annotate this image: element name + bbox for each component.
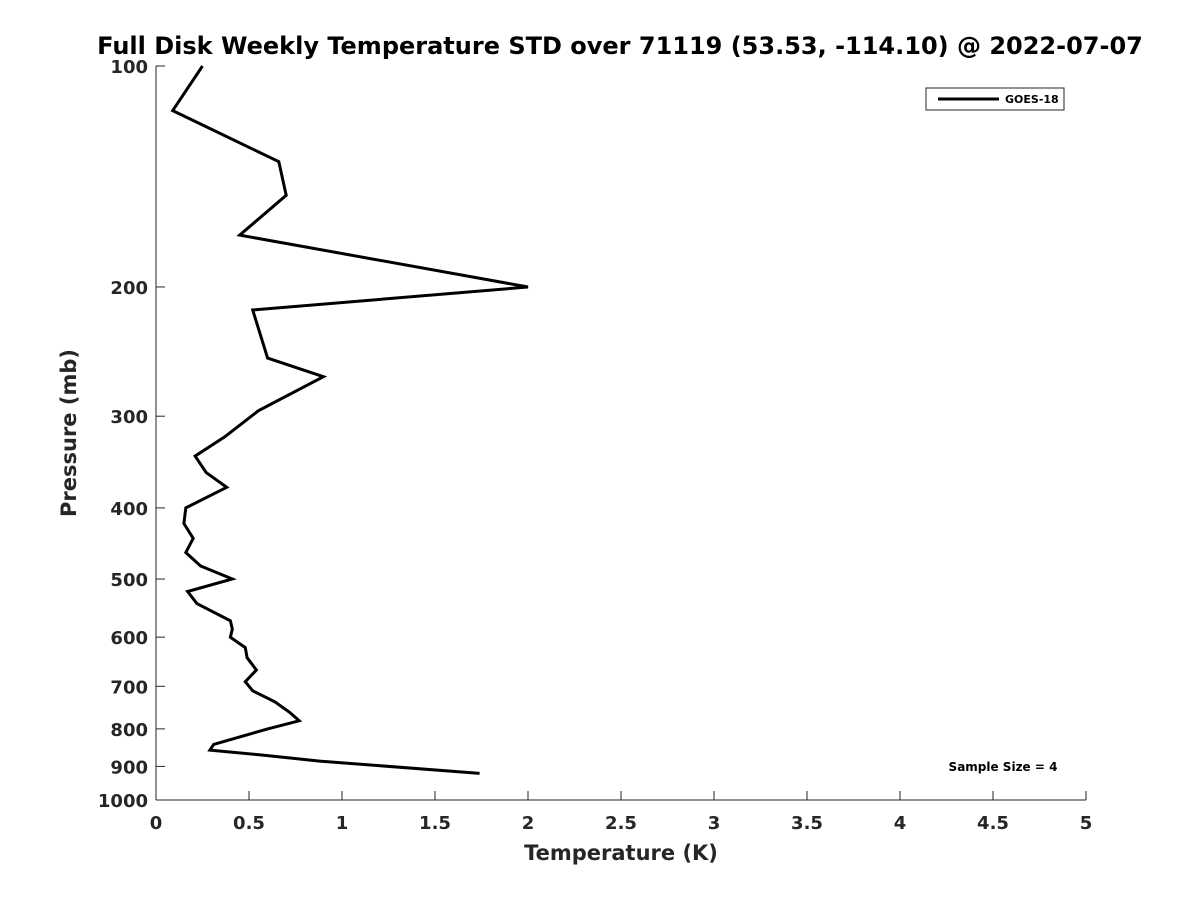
legend-label-goes-18: GOES-18 xyxy=(1005,93,1059,106)
y-tick-label: 900 xyxy=(110,757,148,778)
x-tick-label: 0.5 xyxy=(233,813,265,834)
x-tick-label: 1.5 xyxy=(419,813,451,834)
x-tick-label: 2 xyxy=(522,813,535,834)
y-tick-label: 400 xyxy=(110,499,148,520)
y-tick-label: 700 xyxy=(110,677,148,698)
x-tick-label: 4.5 xyxy=(977,813,1009,834)
y-tick-label: 100 xyxy=(110,57,148,78)
y-tick-label: 800 xyxy=(110,720,148,741)
y-ticks: 100 200 300 400 500 600 700 800 900 1000 xyxy=(98,57,165,812)
x-tick-label: 1 xyxy=(336,813,349,834)
plot-area xyxy=(155,66,1086,801)
x-tick-label: 5 xyxy=(1080,813,1093,834)
sample-size-annotation: Sample Size = 4 xyxy=(949,760,1058,774)
x-tick-label: 3.5 xyxy=(791,813,823,834)
x-tick-label: 3 xyxy=(708,813,721,834)
y-axis-label: Pressure (mb) xyxy=(57,349,81,517)
x-axis-label: Temperature (K) xyxy=(524,841,718,865)
series-line-goes-18 xyxy=(170,65,529,775)
y-tick-label: 300 xyxy=(110,407,148,428)
y-tick-label: 500 xyxy=(110,570,148,591)
x-ticks: 0 0.5 1 1.5 2 2.5 3 3.5 4 4.5 5 xyxy=(150,791,1093,834)
series-layer xyxy=(170,65,529,775)
chart-title: Full Disk Weekly Temperature STD over 71… xyxy=(97,32,1143,60)
x-tick-label: 4 xyxy=(894,813,907,834)
x-tick-label: 0 xyxy=(150,813,163,834)
legend: GOES-18 xyxy=(925,87,1065,111)
y-tick-label: 1000 xyxy=(98,791,148,812)
y-tick-label: 200 xyxy=(110,278,148,299)
x-tick-label: 2.5 xyxy=(605,813,637,834)
y-tick-label: 600 xyxy=(110,628,148,649)
